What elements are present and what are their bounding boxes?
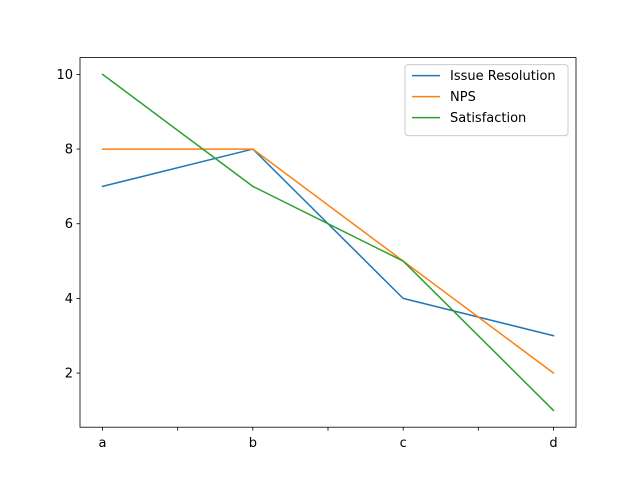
y-tick-label: 8: [65, 143, 73, 158]
series-line-2: [101, 148, 555, 375]
y-axis: 2 4 6 8 10: [56, 68, 80, 382]
series-line-1: [101, 148, 555, 337]
legend-label: Satisfaction: [450, 111, 526, 126]
y-tick-label: 4: [65, 292, 73, 307]
x-tick-label: c: [400, 436, 407, 451]
legend-box: [404, 64, 569, 137]
y-tick-label: 6: [65, 217, 73, 232]
series-line-3: [101, 73, 555, 412]
legend-label: Issue Resolution: [450, 69, 556, 84]
x-axis: a b c d: [99, 427, 558, 451]
x-tick-label: d: [549, 436, 557, 451]
series-lines: [101, 73, 555, 412]
legend: Issue Resolution NPS Satisfaction: [404, 64, 569, 137]
y-tick-label: 2: [65, 367, 73, 382]
legend-label: NPS: [450, 90, 476, 105]
x-tick-label: b: [249, 436, 257, 451]
y-tick-label: 10: [56, 68, 73, 83]
x-tick-label: a: [99, 436, 107, 451]
